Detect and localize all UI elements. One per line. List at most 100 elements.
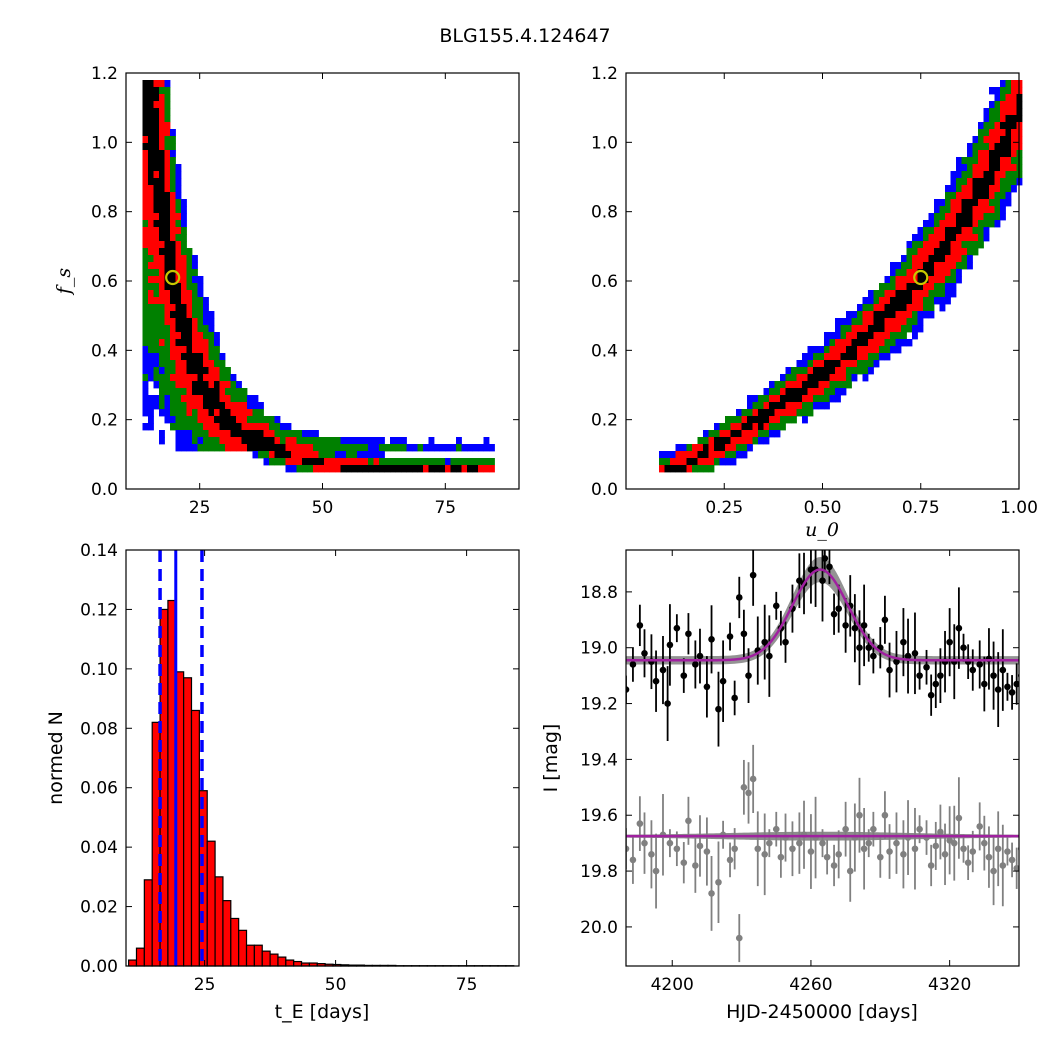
- heatmap-cell: [890, 304, 896, 312]
- y-tick-label: 18.8: [580, 583, 618, 603]
- heatmap-cell: [192, 276, 198, 284]
- heatmap-cell: [208, 325, 215, 333]
- heatmap-cell: [697, 444, 704, 452]
- heatmap-cell: [164, 241, 171, 249]
- heatmap-cell: [961, 241, 968, 249]
- heatmap-cell: [719, 451, 726, 459]
- data-point: [749, 571, 757, 579]
- data-point: [994, 686, 1002, 693]
- heatmap-cell: [142, 192, 149, 200]
- heatmap-cell: [153, 241, 160, 249]
- heatmap-cell: [994, 136, 1001, 144]
- x-tick-label: 50: [325, 975, 347, 995]
- heatmap-cell: [252, 444, 259, 452]
- heatmap-cell: [197, 353, 204, 361]
- heatmap-cell: [983, 164, 990, 172]
- heatmap-cell: [851, 311, 858, 319]
- heatmap-cell: [175, 171, 182, 179]
- y-tick-label: 0.02: [80, 898, 118, 918]
- histogram-bar: [135, 947, 145, 967]
- heatmap-cell: [813, 374, 819, 382]
- heatmap-cell: [395, 458, 402, 466]
- y-tick-label: 0.06: [80, 779, 118, 799]
- heatmap-cell: [175, 437, 182, 445]
- heatmap-cell: [142, 262, 149, 270]
- heatmap-cell: [214, 339, 220, 347]
- heatmap-cell: [785, 374, 792, 382]
- heatmap-cell: [873, 318, 880, 326]
- data-point: [870, 825, 877, 833]
- heatmap-cell: [972, 157, 979, 165]
- heatmap-cell: [961, 213, 968, 221]
- heatmap-cell: [170, 143, 176, 151]
- heatmap-cell: [153, 395, 160, 403]
- heatmap-cell: [945, 297, 951, 305]
- heatmap-cell: [164, 374, 171, 382]
- heatmap-cell: [192, 353, 198, 361]
- heatmap-cell: [186, 374, 193, 382]
- heatmap-cell: [203, 318, 209, 326]
- data-point: [900, 851, 907, 858]
- heatmap-cell: [901, 255, 907, 263]
- heatmap-cell: [203, 360, 209, 368]
- heatmap-cell: [153, 353, 160, 361]
- histogram-bar: [238, 929, 248, 967]
- heatmap-cell: [714, 444, 720, 452]
- heatmap-cell: [719, 444, 726, 452]
- heatmap-cell: [197, 374, 204, 382]
- heatmap-cell: [890, 290, 896, 298]
- heatmap-cell: [923, 304, 929, 312]
- heatmap-cell: [670, 465, 676, 473]
- heatmap-cell: [912, 325, 918, 333]
- data-point: [715, 878, 722, 886]
- heatmap-cell: [247, 444, 253, 452]
- heatmap-cell: [983, 157, 990, 165]
- heatmap-cell: [263, 451, 270, 459]
- heatmap-cell: [785, 416, 792, 424]
- heatmap-cell: [994, 143, 1001, 151]
- heatmap-cell: [269, 458, 275, 466]
- heatmap-cell: [175, 304, 182, 312]
- heatmap-cell: [1000, 122, 1006, 130]
- heatmap-cell: [142, 353, 149, 361]
- heatmap-cell: [313, 430, 319, 438]
- data-point: [860, 622, 868, 629]
- heatmap-cell: [774, 402, 781, 410]
- heatmap-cell: [159, 157, 165, 165]
- heatmap-cell: [159, 199, 165, 207]
- heatmap-cell: [868, 346, 874, 354]
- heatmap-cell: [175, 430, 182, 438]
- heatmap-cell: [868, 367, 874, 375]
- data-point: [916, 672, 923, 679]
- heatmap-cell: [351, 444, 358, 452]
- heatmap-cell: [934, 248, 940, 256]
- heatmap-cell: [159, 108, 165, 116]
- heatmap-cell: [774, 430, 781, 438]
- heatmap-cell: [835, 318, 841, 326]
- heatmap-cell: [285, 430, 292, 438]
- heatmap-cell: [170, 318, 176, 326]
- heatmap-cell: [197, 367, 204, 375]
- heatmap-cell: [357, 444, 363, 452]
- heatmap-cell: [1005, 94, 1012, 102]
- heatmap-cell: [214, 353, 220, 361]
- heatmap-cell: [681, 458, 687, 466]
- heatmap-cell: [747, 423, 753, 431]
- heatmap-cell: [862, 374, 869, 382]
- heatmap-cell: [164, 227, 171, 235]
- data-point: [990, 672, 997, 679]
- heatmap-cell: [879, 297, 885, 305]
- heatmap-cell: [153, 262, 160, 270]
- heatmap-cell: [923, 290, 929, 298]
- heatmap-cell: [890, 332, 896, 340]
- heatmap-cell: [686, 465, 693, 473]
- heatmap-cell: [851, 339, 858, 347]
- heatmap-cell: [142, 213, 149, 221]
- heatmap-cell: [890, 311, 896, 319]
- heatmap-cell: [159, 164, 165, 172]
- heatmap-cell: [703, 451, 709, 459]
- heatmap-cell: [390, 444, 396, 452]
- heatmap-cell: [956, 276, 962, 284]
- heatmap-cell: [186, 381, 193, 389]
- heatmap-cell: [846, 339, 852, 347]
